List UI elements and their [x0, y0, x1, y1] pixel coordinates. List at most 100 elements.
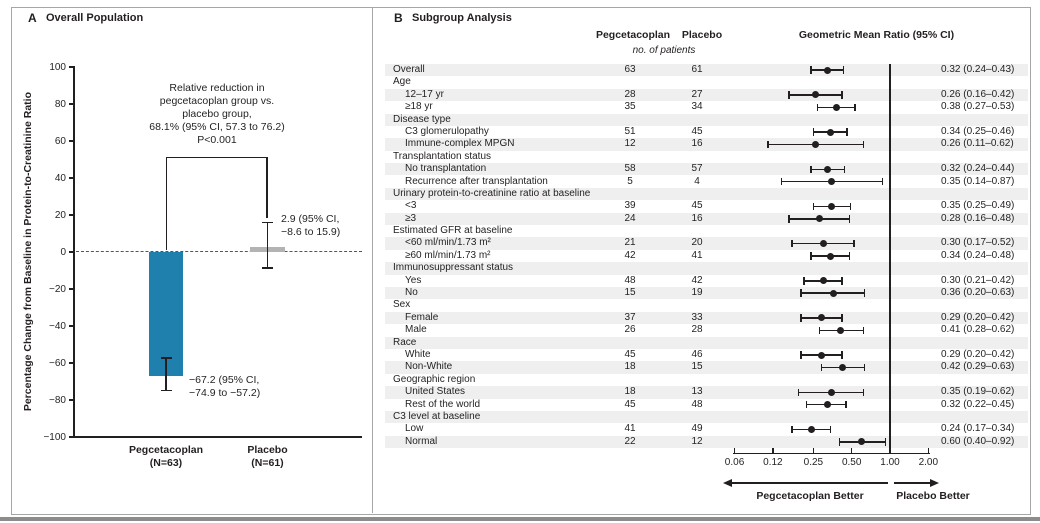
ci-cap-low — [818, 326, 821, 335]
pegcetacoplan-count: 45 — [624, 348, 636, 360]
bar-category-label: Pegcetacoplan (N=63) — [128, 444, 204, 469]
pegcetacoplan-count: 48 — [624, 274, 636, 286]
table-row: No 15 19 0.36 (0.20–0.63) — [385, 287, 1028, 300]
placebo-count: 34 — [691, 101, 703, 113]
y-tick-mark — [68, 436, 74, 438]
error-bar-line — [165, 357, 167, 391]
ci-cap-low — [812, 128, 815, 136]
y-tick-label: −40 — [49, 320, 66, 332]
pegcetacoplan-count: 39 — [624, 200, 636, 212]
point-estimate-marker — [818, 314, 826, 322]
table-row: Low 41 49 0.24 (0.17–0.34) — [385, 423, 1028, 435]
x-tick-label: 0.25 — [803, 457, 824, 468]
table-row: ≥18 yr 35 34 0.38 (0.27–0.53) — [385, 101, 1028, 113]
point-estimate-marker — [807, 425, 815, 433]
table-row-group-header: C3 level at baseline — [385, 410, 1028, 424]
column-header-placebo: Placebo — [681, 29, 723, 41]
row-label: Low — [405, 423, 424, 435]
ratio-ci-text: 0.30 (0.17–0.52) — [941, 237, 1015, 249]
placebo-count: 16 — [691, 138, 703, 150]
ratio-ci-text: 0.35 (0.14–0.87) — [941, 175, 1015, 187]
figure-border — [11, 7, 1031, 515]
placebo-count: 33 — [691, 311, 703, 323]
error-bar-cap-bottom — [262, 267, 273, 269]
ci-cap-high — [854, 103, 856, 112]
placebo-count: 13 — [691, 386, 703, 398]
row-label: Geographic region — [393, 373, 476, 385]
ci-cap-high — [841, 91, 843, 99]
x-tick-mark — [733, 448, 736, 453]
row-label: White — [405, 348, 431, 360]
y-tick-label: −60 — [49, 357, 66, 369]
right-arrow-label: Placebo Better — [896, 490, 970, 502]
ci-cap-high — [829, 425, 832, 434]
pegcetacoplan-count: 15 — [624, 287, 636, 299]
ci-cap-low — [797, 388, 800, 397]
ci-cap-high — [843, 165, 846, 173]
row-label: ≥18 yr — [405, 101, 433, 113]
row-label: C3 level at baseline — [393, 410, 481, 422]
point-estimate-marker — [833, 103, 841, 111]
ratio-ci-text: 0.30 (0.21–0.42) — [941, 274, 1015, 286]
point-estimate-marker — [830, 289, 838, 297]
ratio-ci-text: 0.41 (0.28–0.62) — [941, 324, 1015, 336]
table-row: Immune-complex MPGN 12 16 0.26 (0.11–0.62) — [385, 138, 1028, 151]
ci-cap-low — [767, 140, 769, 149]
pegcetacoplan-count: 28 — [624, 88, 636, 100]
table-row: <60 ml/min/1.73 m² 21 20 0.30 (0.17–0.52) — [385, 237, 1028, 250]
table-row: 12–17 yr 28 27 0.26 (0.16–0.42) — [385, 88, 1028, 102]
table-row: C3 glomerulopathy 51 45 0.34 (0.25–0.46) — [385, 126, 1028, 138]
table-row-group-header: Geographic region — [385, 374, 1028, 386]
pegcetacoplan-count: 21 — [624, 237, 636, 249]
table-row-group-header: Sex — [385, 299, 1028, 311]
panel-b-title: Subgroup Analysis — [412, 12, 512, 24]
x-axis-line — [732, 452, 931, 454]
ci-cap-high — [881, 177, 883, 186]
ratio-ci-text: 0.34 (0.25–0.46) — [941, 125, 1015, 137]
left-arrow-label: Pegcetacoplan Better — [756, 490, 864, 502]
placebo-count: 20 — [691, 237, 703, 249]
ratio-ci-text: 0.60 (0.40–0.92) — [941, 435, 1015, 447]
panel-a-y-axis-line — [73, 66, 75, 437]
ci-cap-low — [788, 91, 790, 99]
placebo-count: 42 — [691, 274, 703, 286]
y-tick-label: 80 — [54, 98, 66, 110]
left-arrow-head-icon — [723, 478, 732, 487]
panel-a-plot: 100 80 60 40 20 0 −20 −40 −60 −80 −100 Pegcetacopla… — [0, 0, 373, 523]
point-estimate-marker — [858, 438, 866, 446]
ci-cap-high — [848, 215, 851, 223]
row-label: No — [405, 287, 418, 299]
comparison-bracket-top — [165, 156, 268, 158]
y-tick-label: 100 — [49, 61, 66, 73]
reference-line — [889, 64, 891, 453]
x-tick-label: 0.50 — [841, 457, 862, 468]
row-label: Male — [405, 324, 427, 336]
y-tick-label: 60 — [54, 135, 66, 147]
x-tick-label: 0.06 — [724, 457, 745, 468]
pegcetacoplan-count: 63 — [624, 64, 636, 75]
ci-cap-low — [800, 351, 802, 359]
table-row-group-header: Disease type — [385, 113, 1028, 126]
ci-cap-high — [848, 252, 851, 260]
y-tick-label: 20 — [54, 209, 66, 221]
ci-cap-low — [791, 425, 793, 434]
y-tick-label: −80 — [49, 394, 66, 406]
ci-cap-low — [812, 202, 815, 211]
ci-cap-low — [780, 177, 783, 186]
ci-cap-high — [884, 438, 887, 446]
y-tick-mark — [68, 362, 74, 364]
ci-cap-high — [841, 314, 843, 322]
row-label: Normal — [405, 435, 438, 447]
table-row: Yes 48 42 0.30 (0.21–0.42) — [385, 275, 1028, 287]
row-label: Race — [393, 336, 417, 348]
table-row: <3 39 45 0.35 (0.25–0.49) — [385, 200, 1028, 212]
pegcetacoplan-count: 22 — [624, 435, 636, 447]
y-tick-label: −100 — [43, 431, 66, 443]
error-bar-cap-top — [262, 221, 273, 224]
ci-cap-high — [842, 66, 845, 74]
column-unit-note: no. of patients — [632, 45, 696, 56]
row-label: Transplantation status — [393, 150, 492, 162]
pegcetacoplan-count: 18 — [624, 386, 636, 398]
